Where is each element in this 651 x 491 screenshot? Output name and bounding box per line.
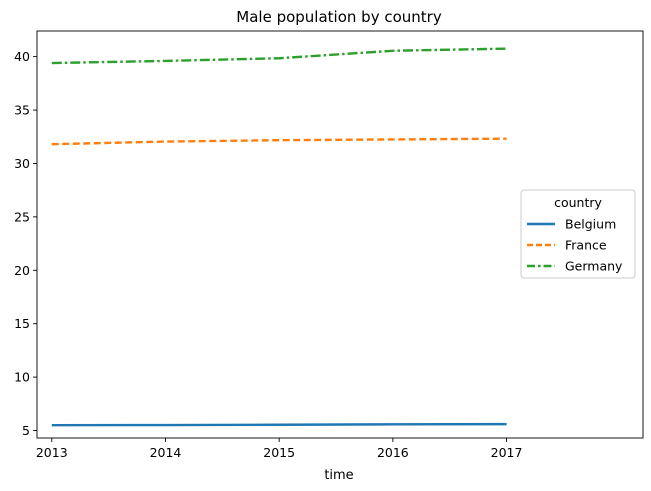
plot-area: [36, 30, 644, 439]
y-tick-label: 15: [14, 316, 30, 331]
x-axis: 2013 2014 2015 2016 2017: [36, 438, 523, 460]
series-lines: [51, 47, 507, 427]
x-tick-label: 2014: [150, 445, 182, 460]
y-tick-label: 5: [22, 423, 30, 438]
x-tick-label: 2016: [377, 445, 409, 460]
y-tick-label: 30: [14, 156, 30, 171]
x-axis-label: time: [324, 468, 353, 483]
x-tick-label: 2017: [491, 445, 523, 460]
legend-label-belgium: Belgium: [565, 217, 616, 232]
series-line-france: [51, 137, 507, 146]
legend-label-germany: Germany: [565, 259, 623, 274]
plot-frame: [36, 30, 644, 439]
x-tick-label: 2013: [36, 445, 68, 460]
y-tick-label: 10: [14, 370, 30, 385]
y-tick-label: 25: [14, 209, 30, 224]
y-tick-label: 35: [14, 103, 30, 118]
legend: country Belgium France Germany: [520, 189, 636, 279]
legend-box: [520, 189, 636, 279]
legend-title: country: [554, 195, 602, 210]
y-tick-label: 40: [14, 49, 30, 64]
series-line-germany: [51, 47, 507, 65]
y-axis: 5 10 15 20 25 30 35 40: [14, 49, 37, 438]
y-tick-label: 20: [14, 263, 30, 278]
chart-title: Male population by country: [236, 8, 442, 26]
x-tick-label: 2015: [263, 445, 295, 460]
legend-label-france: France: [565, 238, 607, 253]
series-line-belgium: [51, 422, 507, 427]
